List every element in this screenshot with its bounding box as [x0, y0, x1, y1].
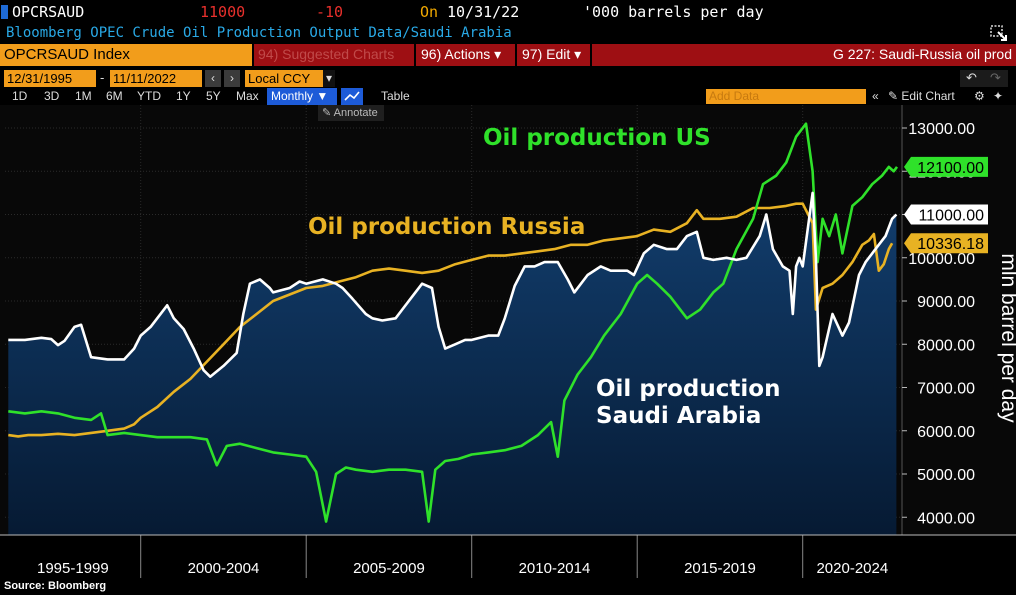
collapse-icon[interactable]: « [872, 89, 879, 103]
saudi-tag-box [904, 204, 988, 225]
y-tick-label: 8000.00 [917, 337, 975, 354]
source-note: Source: Bloomberg [4, 580, 107, 592]
start-date-field[interactable]: 12/31/1995 [4, 70, 96, 87]
range-tab[interactable]: Max [236, 89, 259, 103]
y-tick-label: 7000.00 [917, 381, 975, 398]
chevron-down-icon[interactable]: ▾ [323, 70, 335, 87]
us-last-value-tag: 12100.00 [904, 156, 988, 177]
x-tick-label: 2005-2009 [353, 560, 425, 577]
menu-divider [515, 44, 517, 66]
description-row: Bloomberg OPEC Crude Oil Production Outp… [0, 24, 1016, 44]
range-toolbar: 1D 3D 1M 6M YTD 1Y 5Y Max Monthly ▼ Tabl… [0, 88, 1016, 105]
annotation-us: Oil production US [483, 125, 711, 151]
x-axis-band [0, 535, 1016, 579]
last-value: 11000 [200, 3, 246, 21]
annotation-russia: Oil production Russia [308, 214, 585, 240]
range-tab[interactable]: 1D [12, 89, 28, 103]
saudi-area-fill [8, 192, 897, 535]
russia-tag-box [904, 233, 988, 254]
y-tick-label: 12000.00 [908, 164, 975, 181]
annotate-button[interactable]: ✎ Annotate [318, 105, 384, 121]
unit-label: '000 barrels per day [583, 3, 764, 21]
us-tag-label: 12100.00 [917, 160, 984, 177]
plot-background [0, 105, 1016, 535]
edit-menu[interactable]: 97) Edit ▾ [522, 46, 582, 62]
y-tick-label: 11000.00 [909, 208, 975, 225]
on-label: On [420, 3, 439, 21]
command-bar: OPCRSAUD Index 94) Suggested Charts 96) … [0, 44, 1016, 66]
command-menu-bar: 94) Suggested Charts 96) Actions ▾ 97) E… [254, 44, 1016, 66]
russia-tag-label: 10336.18 [917, 236, 984, 253]
range-tab[interactable]: 1M [75, 89, 92, 103]
undo-icon[interactable]: ↶ [966, 70, 977, 85]
y-tick-label: 13000.00 [908, 121, 975, 138]
security-input[interactable]: OPCRSAUD Index [0, 44, 252, 66]
change-value: -10 [316, 3, 344, 21]
add-data-input[interactable]: Add Data [706, 89, 866, 104]
gear-icon[interactable]: ⚙ [974, 89, 985, 103]
ticker-label[interactable]: OPCRSAUD [12, 3, 85, 21]
us-series-line [8, 122, 899, 523]
menu-divider [414, 44, 416, 66]
range-tab[interactable]: 1Y [176, 89, 191, 103]
y-tick-label: 5000.00 [917, 467, 975, 484]
menu-divider [590, 44, 592, 66]
saudi-series-line [8, 191, 898, 378]
russia-last-value-tag: 10336.18 [904, 233, 988, 254]
security-marker [1, 5, 8, 19]
undo-redo-group: ↶ ↷ [960, 70, 1008, 87]
security-description: Bloomberg OPEC Crude Oil Production Outp… [6, 25, 512, 41]
y-axis-label: mln barrel per day [997, 253, 1016, 423]
pin-icon[interactable]: ✦ [993, 89, 1004, 103]
on-date: 10/31/22 [447, 3, 520, 21]
x-tick-label: 1995-1999 [37, 560, 109, 577]
line-chart-icon[interactable] [341, 88, 363, 105]
range-tab[interactable]: 6M [106, 89, 123, 103]
prev-period-button[interactable]: ‹ [205, 70, 221, 87]
suggested-charts-button[interactable]: 94) Suggested Charts [258, 46, 395, 62]
saudi-last-value-tag: 11000.00 [904, 204, 988, 225]
security-header: OPCRSAUD 11000 -10 On 10/31/22 '000 barr… [0, 0, 1016, 24]
annotation-saudi-line1: Oil production [596, 376, 780, 402]
x-tick-label: 2010-2014 [519, 560, 591, 577]
y-tick-label: 4000.00 [917, 510, 975, 527]
x-tick-label: 2020-2024 [816, 560, 888, 577]
date-dash: - [100, 70, 105, 85]
russia-series-line [8, 202, 894, 438]
annotate-label: Annotate [333, 107, 378, 119]
edit-chart-label: Edit Chart [901, 89, 955, 103]
next-period-button[interactable]: › [224, 70, 240, 87]
frequency-select[interactable]: Monthly ▼ [267, 88, 337, 105]
range-tab[interactable]: 5Y [206, 89, 221, 103]
range-tab[interactable]: 3D [44, 89, 60, 103]
edit-chart-button[interactable]: ✎ Edit Chart [888, 89, 955, 103]
redo-icon[interactable]: ↷ [990, 70, 1001, 85]
currency-select[interactable]: Local CCY [245, 70, 323, 87]
end-date-field[interactable]: 11/11/2022 [110, 70, 202, 87]
y-tick-label: 10000.00 [908, 251, 975, 268]
table-button[interactable]: Table [381, 89, 410, 103]
x-tick-label: 2000-2004 [188, 560, 260, 577]
y-tick-label: 6000.00 [917, 424, 975, 441]
range-tab[interactable]: YTD [137, 89, 161, 103]
annotation-saudi-line2: Saudi Arabia [596, 403, 761, 429]
expand-icon[interactable] [990, 25, 1008, 42]
date-range-bar: 12/31/1995 - 11/11/2022 ‹ › Local CCY ▾ … [0, 69, 1016, 88]
y-tick-label: 9000.00 [917, 294, 975, 311]
saudi-tag-label: 11000.00 [918, 208, 984, 225]
actions-menu[interactable]: 96) Actions ▾ [421, 46, 502, 62]
us-tag-box [904, 156, 988, 177]
chart-title[interactable]: G 227: Saudi-Russia oil prod [833, 46, 1012, 62]
x-tick-label: 2015-2019 [684, 560, 756, 577]
